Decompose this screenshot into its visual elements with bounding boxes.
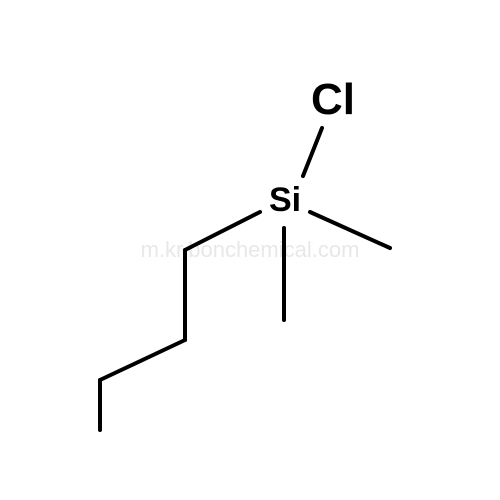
bond-si-ch2a [185, 212, 260, 250]
bond-si-cl [303, 128, 322, 176]
bond-si-me1 [310, 212, 390, 248]
bond-layer [0, 0, 500, 500]
atom-label-cl: Cl [311, 78, 355, 122]
bonds-group [100, 128, 390, 430]
bond-ch2b-ch2c [100, 340, 185, 380]
atom-label-si: Si [269, 183, 301, 217]
molecule-canvas: m.kr.bonchemical.com Cl Si [0, 0, 500, 500]
